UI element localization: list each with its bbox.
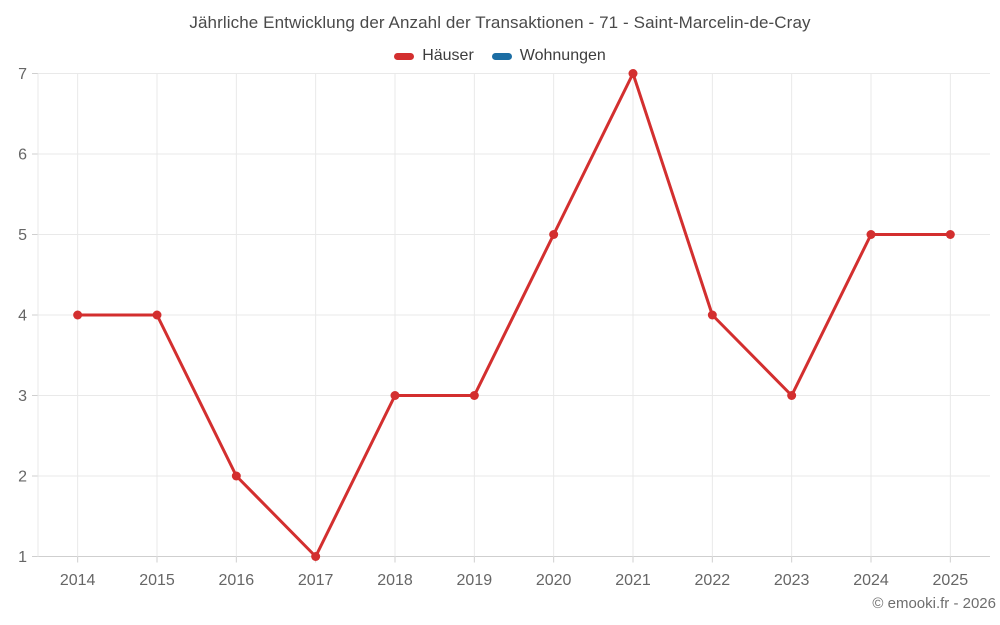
x-axis-tick-label: 2024: [853, 572, 889, 589]
legend-item-0[interactable]: Häuser: [394, 47, 474, 65]
x-axis-tick-label: 2018: [377, 572, 413, 589]
y-axis-tick-label: 3: [18, 388, 27, 405]
x-axis-tick-label: 2025: [933, 572, 969, 589]
data-point[interactable]: [628, 69, 638, 78]
legend-label: Häuser: [422, 47, 474, 64]
data-point[interactable]: [549, 230, 559, 239]
data-point[interactable]: [390, 391, 400, 400]
data-point[interactable]: [311, 552, 321, 561]
y-axis-tick-label: 6: [18, 147, 27, 164]
x-axis-tick-label: 2017: [298, 572, 334, 589]
y-axis-tick-label: 4: [18, 308, 27, 325]
data-point[interactable]: [945, 230, 955, 239]
data-point[interactable]: [469, 391, 479, 400]
data-point[interactable]: [707, 310, 717, 320]
data-point[interactable]: [73, 310, 83, 320]
data-point[interactable]: [231, 471, 241, 481]
y-axis-tick-label: 7: [18, 66, 27, 83]
legend-item-1[interactable]: Wohnungen: [491, 47, 606, 65]
x-axis-tick-label: 2019: [457, 572, 493, 589]
y-axis-tick-label: 1: [18, 549, 27, 566]
copyright-text: © emooki.fr - 2026: [872, 595, 996, 612]
chart-legend: Häuser Wohnungen: [0, 47, 1000, 65]
x-axis-tick-label: 2023: [774, 572, 810, 589]
x-axis-tick-label: 2022: [695, 572, 731, 589]
x-axis-tick-label: 2015: [139, 572, 175, 589]
series-line: [76, 72, 952, 558]
data-point[interactable]: [152, 310, 162, 320]
legend-label: Wohnungen: [519, 47, 606, 64]
legend-swatch-icon: [491, 52, 512, 60]
data-point[interactable]: [787, 391, 797, 400]
x-axis-tick-label: 2016: [219, 572, 255, 589]
y-axis-tick-label: 5: [18, 227, 27, 244]
data-point[interactable]: [866, 230, 876, 239]
legend-swatch-icon: [394, 52, 415, 60]
x-axis-tick-label: 2021: [615, 572, 651, 589]
chart-title: Jährliche Entwicklung der Anzahl der Tra…: [189, 13, 811, 32]
y-axis-tick-label: 2: [18, 469, 27, 486]
x-axis-tick-label: 2020: [536, 572, 572, 589]
x-axis-tick-label: 2014: [60, 572, 96, 589]
